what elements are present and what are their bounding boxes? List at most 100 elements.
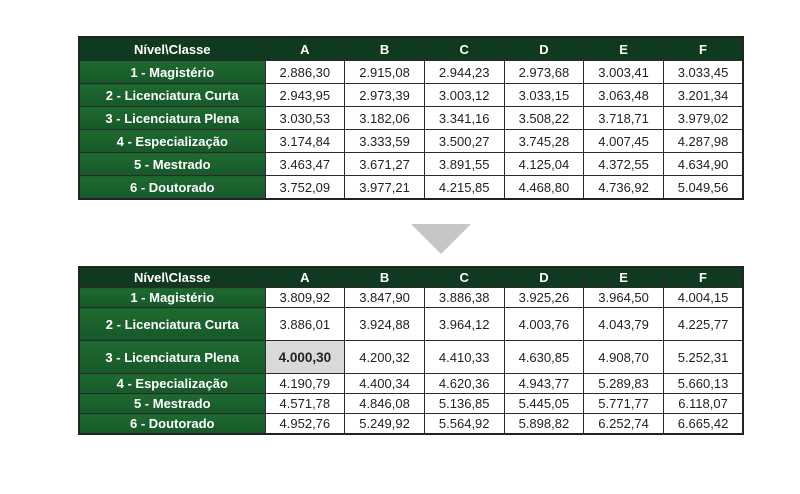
value-cell: 4.200,32 (344, 340, 425, 374)
row-label: 6 - Doutorado (78, 175, 266, 200)
value-cell: 4.003,76 (503, 307, 585, 341)
header-cell-f: F (662, 36, 744, 61)
value-cell: 5.252,31 (662, 340, 744, 374)
value-cell: 3.671,27 (344, 152, 425, 176)
header-cell-e: E (583, 266, 664, 288)
value-cell: 6.665,42 (662, 413, 744, 435)
header-row: Nível\Classe A B C D E F (78, 266, 744, 288)
value-cell: 3.979,02 (662, 106, 744, 130)
value-cell: 4.630,85 (503, 340, 585, 374)
value-cell: 3.201,34 (662, 83, 744, 107)
down-arrow-icon (411, 224, 471, 254)
highlighted-value-cell: 4.000,30 (264, 340, 346, 374)
row-label: 3 - Licenciatura Plena (78, 106, 266, 130)
value-cell: 5.445,05 (503, 393, 585, 414)
table-row: 5 - Mestrado 4.571,78 4.846,08 5.136,85 … (78, 393, 744, 414)
value-cell: 4.952,76 (264, 413, 346, 435)
value-cell: 3.925,26 (503, 287, 585, 308)
value-cell: 5.564,92 (423, 413, 505, 435)
header-cell-a: A (264, 266, 346, 288)
value-cell: 3.174,84 (264, 129, 346, 153)
value-cell: 3.891,55 (423, 152, 505, 176)
value-cell: 4.004,15 (662, 287, 744, 308)
value-cell: 2.943,95 (264, 83, 346, 107)
header-cell-e: E (583, 36, 664, 61)
header-cell-level-class: Nível\Classe (78, 266, 266, 288)
value-cell: 3.752,09 (264, 175, 346, 200)
value-cell: 3.463,47 (264, 152, 346, 176)
value-cell: 4.043,79 (583, 307, 664, 341)
value-cell: 5.249,92 (344, 413, 425, 435)
salary-table-before: Nível\Classe A B C D E F 1 - Magistério … (78, 36, 745, 200)
header-row: Nível\Classe A B C D E F (78, 36, 744, 61)
table-row: 3 - Licenciatura Plena 3.030,53 3.182,06… (78, 106, 744, 130)
value-cell: 4.125,04 (503, 152, 585, 176)
header-cell-c: C (423, 266, 505, 288)
table-row: 1 - Magistério 2.886,30 2.915,08 2.944,2… (78, 60, 744, 84)
value-cell: 3.809,92 (264, 287, 346, 308)
value-cell: 4.372,55 (583, 152, 664, 176)
value-cell: 3.341,16 (423, 106, 505, 130)
value-cell: 4.736,92 (583, 175, 664, 200)
value-cell: 3.886,01 (264, 307, 346, 341)
value-cell: 5.289,83 (583, 373, 664, 394)
value-cell: 3.500,27 (423, 129, 505, 153)
value-cell: 4.908,70 (583, 340, 664, 374)
value-cell: 4.620,36 (423, 373, 505, 394)
value-cell: 3.182,06 (344, 106, 425, 130)
row-label: 5 - Mestrado (78, 393, 266, 414)
table-row: 4 - Especialização 4.190,79 4.400,34 4.6… (78, 373, 744, 394)
table-row: 2 - Licenciatura Curta 3.886,01 3.924,88… (78, 307, 744, 341)
value-cell: 5.049,56 (662, 175, 744, 200)
value-cell: 2.944,23 (423, 60, 505, 84)
table-row: 3 - Licenciatura Plena 4.000,30 4.200,32… (78, 340, 744, 374)
value-cell: 4.400,34 (344, 373, 425, 394)
value-cell: 3.033,45 (662, 60, 744, 84)
table-row: 6 - Doutorado 4.952,76 5.249,92 5.564,92… (78, 413, 744, 435)
row-label: 4 - Especialização (78, 129, 266, 153)
value-cell: 4.943,77 (503, 373, 585, 394)
value-cell: 3.033,15 (503, 83, 585, 107)
value-cell: 3.745,28 (503, 129, 585, 153)
row-label: 4 - Especialização (78, 373, 266, 394)
row-label: 6 - Doutorado (78, 413, 266, 435)
value-cell: 3.003,41 (583, 60, 664, 84)
value-cell: 3.718,71 (583, 106, 664, 130)
value-cell: 6.252,74 (583, 413, 664, 435)
value-cell: 4.225,77 (662, 307, 744, 341)
header-cell-f: F (662, 266, 744, 288)
value-cell: 3.964,12 (423, 307, 505, 341)
value-cell: 5.136,85 (423, 393, 505, 414)
value-cell: 3.924,88 (344, 307, 425, 341)
value-cell: 2.915,08 (344, 60, 425, 84)
value-cell: 3.030,53 (264, 106, 346, 130)
row-label: 2 - Licenciatura Curta (78, 83, 266, 107)
value-cell: 4.007,45 (583, 129, 664, 153)
value-cell: 4.846,08 (344, 393, 425, 414)
table-row: 1 - Magistério 3.809,92 3.847,90 3.886,3… (78, 287, 744, 308)
salary-table-after: Nível\Classe A B C D E F 1 - Magistério … (78, 266, 745, 435)
value-cell: 3.847,90 (344, 287, 425, 308)
row-label: 3 - Licenciatura Plena (78, 340, 266, 374)
row-label: 2 - Licenciatura Curta (78, 307, 266, 341)
header-cell-d: D (503, 266, 585, 288)
header-cell-b: B (344, 36, 425, 61)
value-cell: 4.468,80 (503, 175, 585, 200)
header-cell-d: D (503, 36, 585, 61)
row-label: 5 - Mestrado (78, 152, 266, 176)
header-cell-b: B (344, 266, 425, 288)
value-cell: 3.964,50 (583, 287, 664, 308)
value-cell: 2.973,39 (344, 83, 425, 107)
value-cell: 6.118,07 (662, 393, 744, 414)
value-cell: 4.410,33 (423, 340, 505, 374)
header-cell-a: A (264, 36, 346, 61)
value-cell: 2.886,30 (264, 60, 346, 84)
value-cell: 3.886,38 (423, 287, 505, 308)
value-cell: 5.771,77 (583, 393, 664, 414)
value-cell: 2.973,68 (503, 60, 585, 84)
row-label: 1 - Magistério (78, 287, 266, 308)
value-cell: 3.063,48 (583, 83, 664, 107)
value-cell: 4.634,90 (662, 152, 744, 176)
value-cell: 4.287,98 (662, 129, 744, 153)
header-cell-level-class: Nível\Classe (78, 36, 266, 61)
